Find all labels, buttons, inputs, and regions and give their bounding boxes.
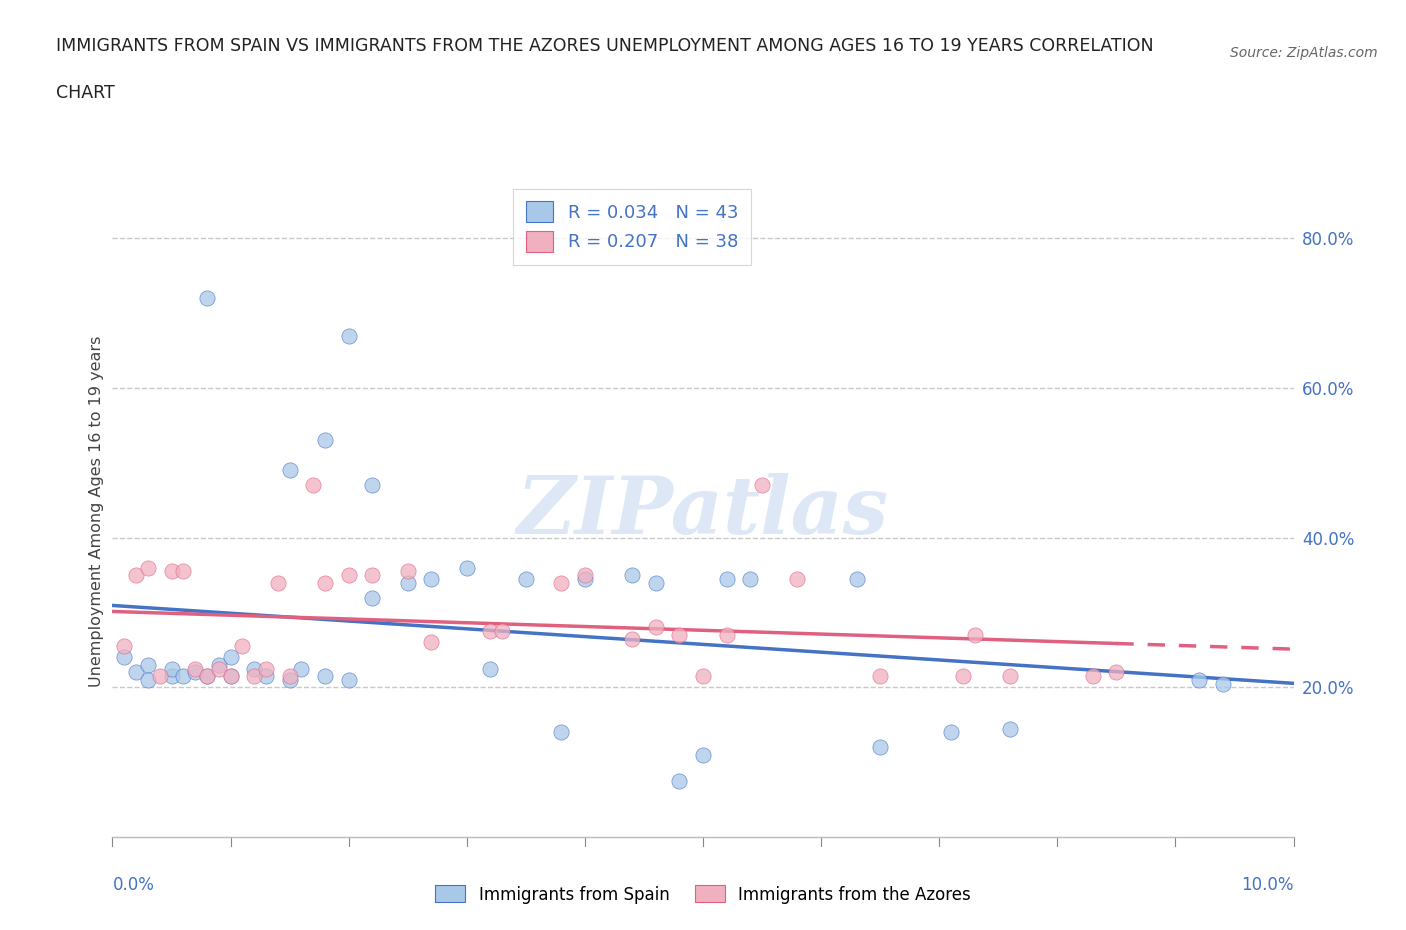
Point (869, 739, 891, 754)
Point (112, 650, 135, 665)
Point (1212, 676, 1234, 691)
Point (550, 724, 572, 739)
Point (621, 631, 644, 646)
Text: CHART: CHART (56, 84, 115, 101)
Point (668, 628, 690, 643)
Point (160, 669, 183, 684)
Point (195, 669, 218, 684)
Point (515, 571, 537, 586)
Point (219, 669, 242, 684)
Point (160, 661, 183, 676)
Point (195, 291, 218, 306)
Point (479, 624, 502, 639)
Point (963, 628, 986, 643)
Point (396, 575, 419, 590)
Point (1081, 669, 1104, 684)
Point (125, 665, 148, 680)
Point (998, 721, 1021, 736)
Point (337, 672, 360, 687)
Point (644, 575, 666, 590)
Point (208, 658, 231, 672)
Point (869, 669, 891, 684)
Point (149, 669, 172, 684)
Point (184, 661, 207, 676)
Point (751, 478, 773, 493)
Point (243, 661, 266, 676)
Point (160, 564, 183, 578)
Point (716, 571, 738, 586)
Point (231, 639, 253, 654)
Point (314, 433, 336, 448)
Point (361, 567, 384, 582)
Point (420, 635, 443, 650)
Point (112, 639, 135, 654)
Point (644, 620, 666, 635)
Point (1105, 665, 1128, 680)
Point (998, 669, 1021, 684)
Point (125, 567, 148, 582)
Text: ZIPatlas: ZIPatlas (517, 472, 889, 551)
Point (396, 564, 419, 578)
Point (184, 665, 207, 680)
Point (172, 564, 194, 578)
Point (254, 661, 277, 676)
Point (939, 724, 962, 739)
Point (254, 669, 277, 684)
Point (195, 669, 218, 684)
Point (290, 661, 312, 676)
Point (219, 669, 242, 684)
Point (420, 571, 443, 586)
Point (302, 478, 325, 493)
Point (692, 747, 714, 762)
Point (621, 567, 644, 582)
Text: Source: ZipAtlas.com: Source: ZipAtlas.com (1230, 46, 1378, 60)
Point (491, 624, 513, 639)
Point (692, 669, 714, 684)
Point (136, 658, 159, 672)
Point (278, 463, 301, 478)
Point (456, 560, 478, 575)
Point (952, 669, 974, 684)
Point (740, 571, 762, 586)
Point (136, 560, 159, 575)
Point (278, 669, 301, 684)
Point (361, 591, 384, 605)
Point (208, 661, 231, 676)
Point (479, 661, 502, 676)
Point (574, 567, 596, 582)
Text: IMMIGRANTS FROM SPAIN VS IMMIGRANTS FROM THE AZORES UNEMPLOYMENT AMONG AGES 16 T: IMMIGRANTS FROM SPAIN VS IMMIGRANTS FROM… (56, 37, 1154, 55)
Text: 10.0%: 10.0% (1241, 876, 1294, 894)
Point (314, 575, 336, 590)
Point (668, 774, 690, 789)
Point (267, 575, 290, 590)
Legend: R = 0.034   N = 43, R = 0.207   N = 38: R = 0.034 N = 43, R = 0.207 N = 38 (513, 189, 751, 264)
Point (574, 571, 596, 586)
Point (337, 567, 360, 582)
Point (243, 669, 266, 684)
Text: 0.0%: 0.0% (112, 876, 155, 894)
Y-axis label: Unemployment Among Ages 16 to 19 years: Unemployment Among Ages 16 to 19 years (89, 336, 104, 687)
Point (786, 571, 808, 586)
Point (1188, 672, 1211, 687)
Point (361, 478, 384, 493)
Point (314, 669, 336, 684)
Point (550, 575, 572, 590)
Point (337, 328, 360, 343)
Point (716, 628, 738, 643)
Point (172, 669, 194, 684)
Point (136, 672, 159, 687)
Point (278, 672, 301, 687)
Point (219, 650, 242, 665)
Point (845, 571, 868, 586)
